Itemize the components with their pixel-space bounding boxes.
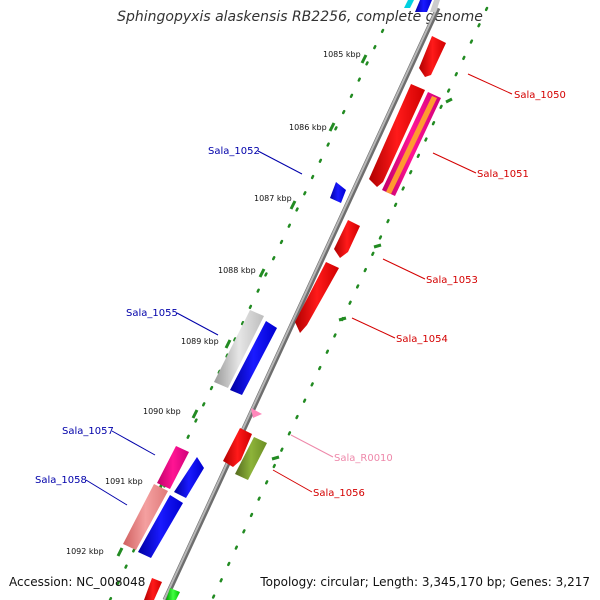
tick-label-1091: 1091 kbp [105, 477, 143, 486]
gene-label-sala-1057: Sala_1057 [62, 426, 114, 437]
map-title: Sphingopyxis alaskensis RB2256, complete… [117, 9, 483, 25]
accession-label: Accession: NC_008048 [9, 575, 146, 589]
tick-mark [445, 97, 453, 104]
gene-sala-1056-shape[interactable] [223, 428, 267, 480]
leader-sala-1055 [176, 312, 219, 336]
leader-sala-1053 [382, 258, 426, 280]
leader-sala-1050 [467, 73, 513, 95]
gene-sala-1058-shape[interactable] [123, 484, 183, 558]
gene-label-sala-1052: Sala_1052 [208, 146, 260, 157]
tick-label-1092: 1092 kbp [66, 547, 104, 556]
gene-sala-1055-shape[interactable] [214, 310, 277, 395]
tick-mark [271, 455, 280, 461]
leader-sala-1052 [257, 150, 303, 175]
outer-major-ticks [271, 97, 453, 461]
tick-mark [338, 316, 347, 322]
tick-label-1088: 1088 kbp [218, 266, 256, 275]
genome-backbone [162, 6, 441, 600]
gene-label-sala-1054: Sala_1054 [396, 334, 448, 345]
tick-mark [116, 547, 124, 557]
tick-label-1086: 1086 kbp [289, 123, 327, 132]
major-ticks [116, 54, 368, 557]
gene-label-sala-1055: Sala_1055 [126, 308, 178, 319]
tick-mark [360, 54, 368, 64]
leader-sala-1051 [432, 152, 477, 174]
gene-top-partial [404, 0, 440, 12]
gene-label-sala-1056: Sala_1056 [313, 488, 365, 499]
gene-label-sala-1050: Sala_1050 [514, 90, 566, 101]
leader-sala-1058 [85, 479, 128, 506]
gene-label-sala-1051: Sala_1051 [477, 169, 529, 180]
tick-mark [289, 200, 297, 210]
genome-summary: Topology: circular; Length: 3,345,170 bp… [260, 575, 590, 589]
gene-sala-r0010-shape[interactable] [251, 408, 262, 418]
tick-mark [224, 339, 232, 349]
tick-label-1090: 1090 kbp [143, 407, 181, 416]
gene-sala-1054-shape[interactable] [295, 262, 339, 333]
leader-sala-r0010 [290, 434, 334, 458]
outer-tick-track [210, 6, 489, 600]
tick-mark [328, 122, 336, 132]
tick-label-1085: 1085 kbp [323, 50, 361, 59]
tick-mark [191, 409, 199, 419]
gene-sala-1057-shape[interactable] [157, 446, 204, 498]
gene-sala-1051-shape[interactable] [369, 84, 441, 196]
tick-mark [258, 268, 266, 278]
gene-bottom-partial [144, 578, 180, 600]
leader-sala-1056 [272, 469, 313, 493]
gene-label-sala-1058: Sala_1058 [35, 475, 87, 486]
gene-sala-1052-shape[interactable] [330, 182, 346, 203]
tick-mark [373, 243, 382, 249]
leader-sala-1054 [351, 317, 396, 339]
gene-sala-1053-shape[interactable] [334, 220, 360, 258]
gene-label-sala-r0010: Sala_R0010 [334, 453, 393, 464]
gene-label-sala-1053: Sala_1053 [426, 275, 478, 286]
leader-sala-1057 [111, 430, 156, 456]
gene-sala-1050-shape[interactable] [419, 36, 446, 77]
tick-label-1089: 1089 kbp [181, 337, 219, 346]
tick-label-1087: 1087 kbp [254, 194, 292, 203]
